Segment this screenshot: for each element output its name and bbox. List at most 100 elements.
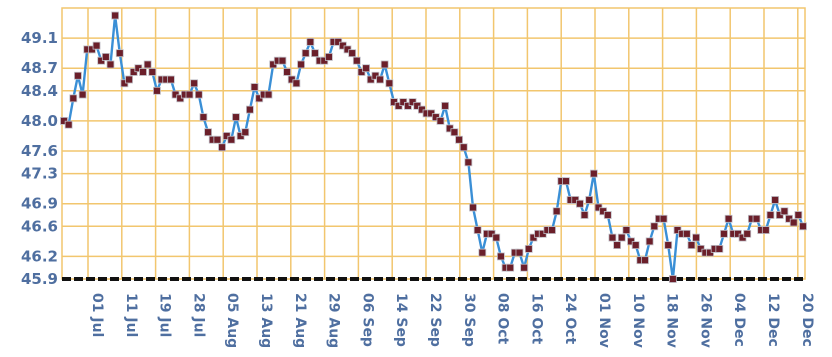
data-point-marker xyxy=(74,71,82,80)
data-point-marker xyxy=(436,117,445,125)
x-tick-label: 29 Aug xyxy=(326,293,342,348)
data-point-marker xyxy=(115,49,124,58)
data-point-marker xyxy=(283,68,291,76)
y-tick-label: 46.6 xyxy=(21,217,58,235)
data-point-marker xyxy=(715,244,724,253)
data-point-marker xyxy=(520,263,529,272)
x-tick-label: 14 Sep xyxy=(393,293,409,347)
data-point-marker xyxy=(562,177,570,186)
data-point-marker xyxy=(613,241,621,250)
data-point-marker xyxy=(682,229,691,238)
data-point-marker xyxy=(111,11,120,20)
x-tick-label: 26 Nov xyxy=(697,293,713,348)
data-point-marker xyxy=(352,56,361,65)
data-point-marker xyxy=(213,135,222,144)
data-point-marker xyxy=(692,233,701,242)
x-tick-label: 24 Oct xyxy=(562,293,578,345)
data-point-marker xyxy=(789,218,798,227)
data-point-marker xyxy=(761,226,770,234)
data-point-marker xyxy=(589,169,598,178)
y-tick-label: 49.1 xyxy=(21,29,58,47)
data-point-marker xyxy=(473,226,482,234)
data-point-marker xyxy=(641,256,649,265)
data-point-marker xyxy=(278,56,287,65)
y-tick-label: 48.0 xyxy=(21,112,58,130)
data-point-marker xyxy=(799,222,807,231)
data-point-marker xyxy=(292,79,301,88)
data-point-marker xyxy=(106,60,115,69)
data-point-marker xyxy=(385,79,394,88)
data-point-marker xyxy=(190,79,199,88)
data-point-marker xyxy=(548,226,556,234)
gridlines xyxy=(62,8,805,279)
data-point-marker xyxy=(650,222,659,231)
data-point-marker xyxy=(199,113,208,122)
data-point-marker xyxy=(301,49,310,58)
data-point-marker xyxy=(720,229,728,238)
data-point-marker xyxy=(585,196,594,204)
data-point-marker xyxy=(185,90,194,99)
data-point-marker xyxy=(455,135,463,144)
data-point-marker xyxy=(617,233,626,242)
data-point-marker xyxy=(780,207,789,216)
y-tick-label: 45.9 xyxy=(21,270,58,288)
x-tick-label: 01 Nov xyxy=(596,293,612,348)
data-point-marker xyxy=(580,211,589,219)
data-point-marker xyxy=(218,143,226,152)
data-point-marker xyxy=(232,113,240,122)
data-point-marker xyxy=(306,37,315,46)
data-point-marker xyxy=(64,120,73,129)
data-point-marker xyxy=(668,275,677,283)
data-point-marker xyxy=(622,226,631,234)
data-point-marker xyxy=(469,203,477,212)
data-point-marker xyxy=(92,41,101,50)
data-point-marker xyxy=(227,135,236,144)
data-point-marker xyxy=(687,241,696,250)
data-point-marker xyxy=(450,128,459,137)
y-tick-label: 47.6 xyxy=(21,142,58,160)
x-tick-label: 19 Jul xyxy=(157,293,173,337)
data-point-marker xyxy=(515,248,524,257)
data-point-marker xyxy=(441,101,450,110)
data-point-marker xyxy=(204,128,212,137)
data-point-marker xyxy=(297,60,305,69)
data-point-marker xyxy=(552,207,561,216)
data-point-marker xyxy=(478,248,487,257)
x-tick-label: 21 Aug xyxy=(292,293,308,348)
data-point-marker xyxy=(69,94,78,103)
data-point-marker xyxy=(743,229,752,238)
data-point-marker xyxy=(492,233,501,242)
data-point-marker xyxy=(246,105,254,114)
y-tick-label: 47.3 xyxy=(21,165,58,183)
data-point-marker xyxy=(664,241,673,250)
x-tick-labels: 01 Jul 11 Jul 19 Jul 28 Jul 05 Aug 13 Aug 21 A… xyxy=(89,293,815,348)
data-point-marker xyxy=(464,158,473,167)
data-point-marker xyxy=(362,64,371,73)
data-point-marker xyxy=(311,49,319,58)
data-point-marker xyxy=(376,75,384,84)
data-point-marker xyxy=(125,75,133,84)
data-point-marker xyxy=(576,199,584,208)
data-point-marker xyxy=(659,214,668,223)
data-point-marker xyxy=(139,68,147,76)
x-tick-label: 04 Dec xyxy=(731,293,747,347)
x-tick-label: 11 Jul xyxy=(123,293,139,337)
x-tick-label: 20 Dec xyxy=(799,293,815,347)
data-point-marker xyxy=(771,196,780,204)
data-point-marker xyxy=(348,49,357,58)
y-tick-label: 46.9 xyxy=(21,195,58,213)
data-point-marker xyxy=(78,90,87,99)
y-tick-label: 48.4 xyxy=(21,82,58,100)
data-point-marker xyxy=(325,53,333,61)
data-point-marker xyxy=(631,241,640,250)
data-point-marker xyxy=(766,211,775,219)
data-point-marker xyxy=(506,263,515,272)
data-point-marker xyxy=(194,90,203,99)
data-point-marker xyxy=(264,90,273,99)
x-tick-label: 08 Oct xyxy=(495,293,511,345)
data-point-marker xyxy=(241,128,250,137)
data-point-marker xyxy=(496,252,505,261)
x-tick-label: 12 Dec xyxy=(765,293,781,347)
data-point-marker xyxy=(724,214,733,223)
